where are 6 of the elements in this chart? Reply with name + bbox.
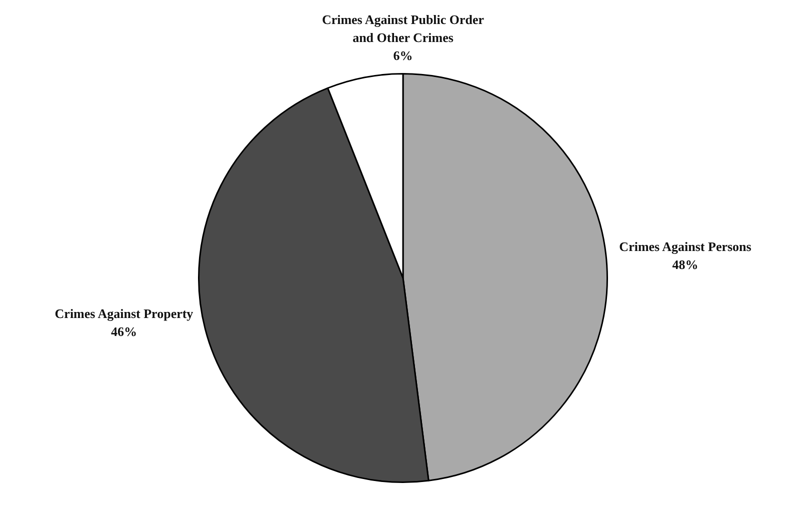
data-label: 48% (672, 256, 698, 272)
data-label: 6% (393, 48, 413, 63)
slice-label: Crimes Against Public Order and Other Crimes (322, 12, 484, 45)
slice-label: Crimes Against Property (54, 306, 194, 322)
data-label: 46% (110, 324, 137, 340)
slice-label: Crimes Against Persons (619, 238, 752, 254)
